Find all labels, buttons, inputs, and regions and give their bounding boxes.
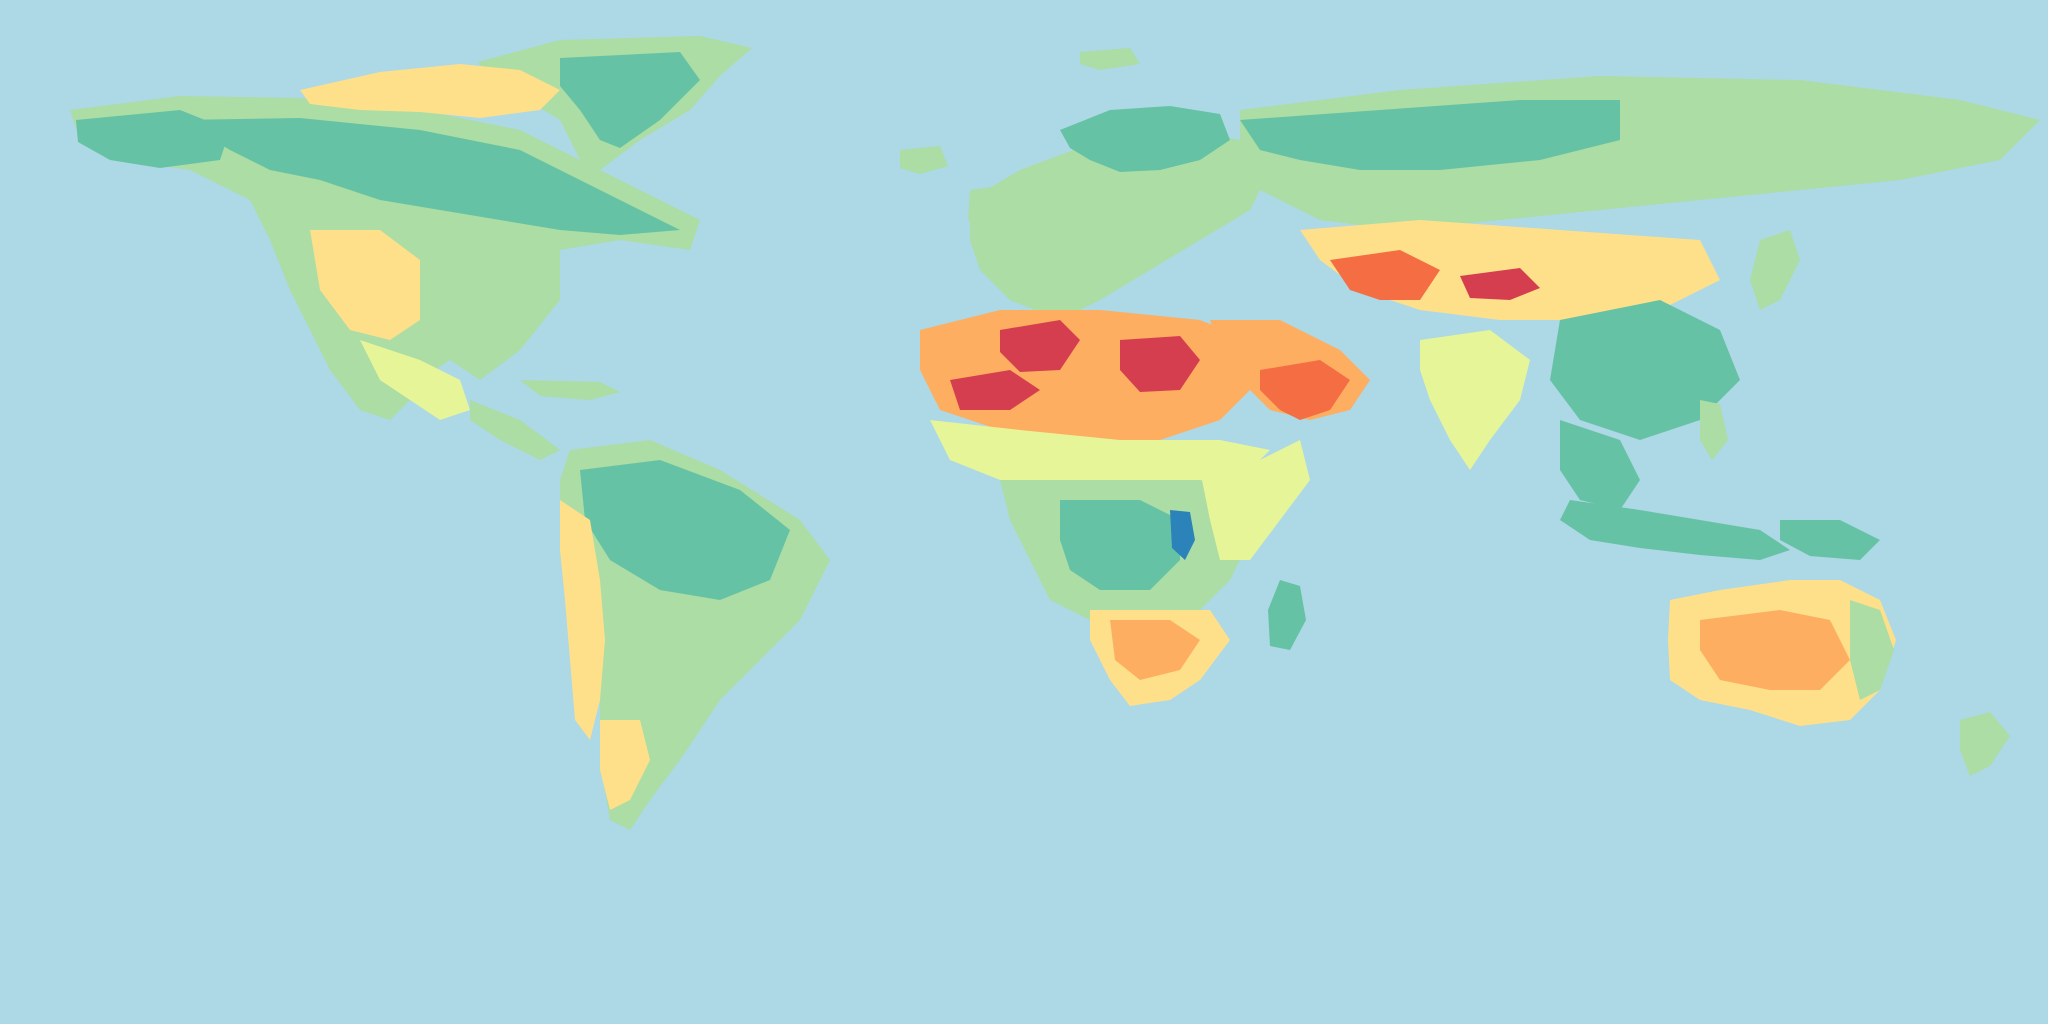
- region-central-america[interactable]: [470, 400, 560, 460]
- region-sahara-hot-central[interactable]: [1000, 320, 1080, 372]
- region-sahara-hot-east[interactable]: [1120, 336, 1200, 392]
- region-philippines[interactable]: [1700, 400, 1728, 460]
- region-australia-east-coast[interactable]: [1850, 600, 1894, 700]
- region-europe[interactable]: [970, 130, 1270, 320]
- region-greenland-interior[interactable]: [560, 52, 700, 148]
- region-new-zealand[interactable]: [1960, 712, 2010, 776]
- region-central-asia-hot[interactable]: [1330, 250, 1440, 300]
- region-uk-ireland[interactable]: [968, 186, 1004, 230]
- region-scandinavia[interactable]: [1060, 106, 1230, 172]
- region-southeast-asia[interactable]: [1560, 420, 1640, 510]
- region-india[interactable]: [1420, 330, 1530, 470]
- region-sahara-hot-west[interactable]: [950, 370, 1040, 410]
- region-us-west-dry[interactable]: [310, 230, 420, 340]
- region-svalbard[interactable]: [1080, 48, 1140, 70]
- region-kalahari[interactable]: [1110, 620, 1200, 680]
- region-andes-west[interactable]: [560, 500, 605, 740]
- land-regions: [70, 36, 2040, 830]
- region-congo[interactable]: [1060, 500, 1180, 590]
- region-lake-region[interactable]: [1170, 510, 1195, 560]
- region-canada-boreal[interactable]: [180, 118, 680, 235]
- region-alaska[interactable]: [76, 110, 230, 168]
- region-caribbean[interactable]: [520, 380, 620, 400]
- region-siberia-forest[interactable]: [1240, 100, 1620, 170]
- region-patagonia[interactable]: [600, 720, 650, 810]
- region-east-africa[interactable]: [1200, 440, 1310, 560]
- region-amazon[interactable]: [580, 460, 790, 600]
- region-australia-interior[interactable]: [1700, 610, 1850, 690]
- region-indonesia[interactable]: [1560, 500, 1790, 560]
- region-arabia-core[interactable]: [1260, 360, 1350, 420]
- region-madagascar[interactable]: [1268, 580, 1306, 650]
- region-japan[interactable]: [1750, 230, 1800, 310]
- region-east-asia[interactable]: [1550, 300, 1740, 440]
- region-iceland[interactable]: [900, 146, 948, 174]
- region-new-guinea[interactable]: [1780, 520, 1880, 560]
- region-sahel[interactable]: [930, 420, 1270, 490]
- region-taklamakan[interactable]: [1460, 268, 1540, 300]
- region-mexico[interactable]: [360, 340, 470, 420]
- region-arctic-islands[interactable]: [300, 64, 560, 118]
